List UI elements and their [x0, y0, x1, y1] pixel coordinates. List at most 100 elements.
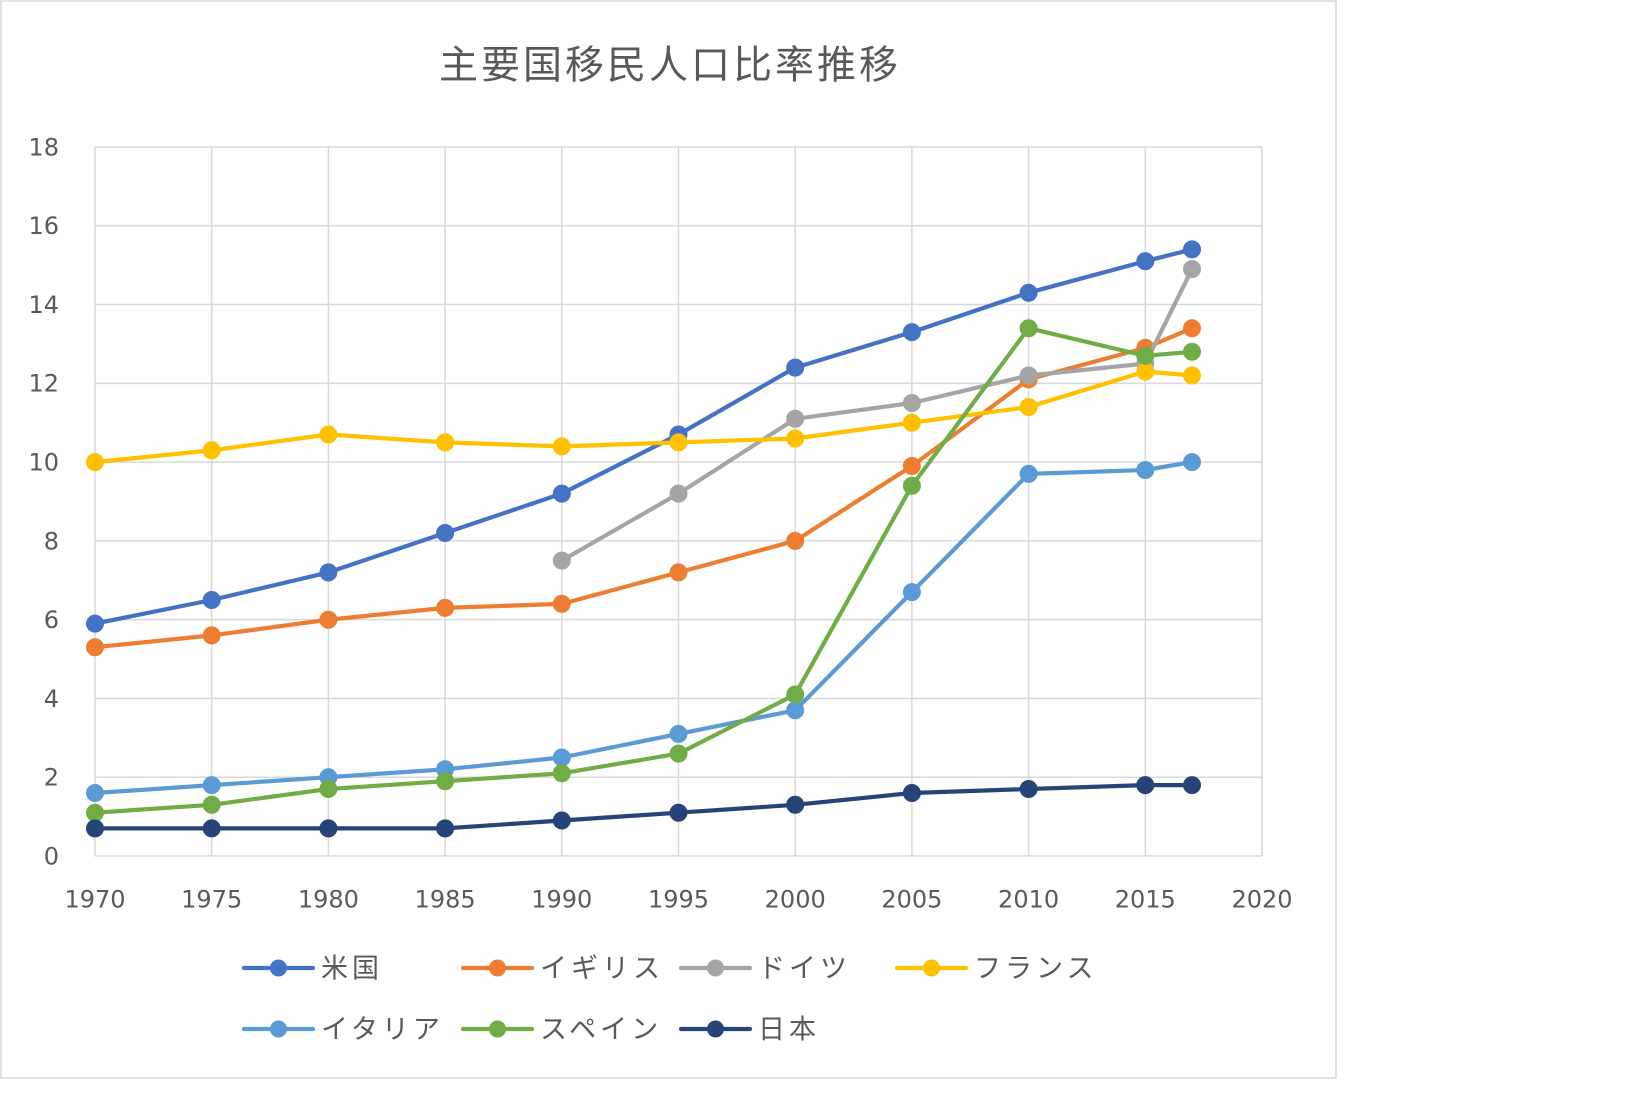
legend-item-7-marker	[707, 1020, 724, 1038]
series-1-point-1970	[86, 614, 104, 633]
legend-item-1-marker	[270, 959, 287, 977]
series-5-point-1975	[202, 776, 221, 795]
legend-item-7-label: 日本	[758, 1014, 820, 1045]
series-1-point-2000	[786, 358, 805, 377]
series-5-point-2000	[786, 701, 805, 720]
series-4-point-2010	[1019, 398, 1038, 416]
legend-item-1-label: 米国	[321, 953, 383, 984]
series-4-point-2015	[1136, 362, 1155, 381]
series-6-point-1990	[552, 764, 571, 783]
y-tick-label-18: 18	[28, 133, 59, 161]
series-2-point-1970	[86, 638, 104, 657]
series-3-point-1990	[552, 551, 571, 570]
x-axis-labels: 1970 1975 1980 1985 1990 1995 2000 2005 2010 2015…	[64, 885, 1292, 913]
series-6-point-2005	[902, 476, 921, 495]
legend-item-6: スペイン	[460, 1014, 662, 1045]
series-7-point-1985	[436, 819, 455, 838]
series-6	[86, 319, 1201, 822]
series-2-point-1990	[552, 594, 571, 613]
legend-item-3-marker	[707, 959, 724, 977]
series-5-point-1970	[86, 784, 104, 802]
x-tick-label-1970: 1970	[64, 885, 125, 913]
series-4-point-1980	[319, 425, 338, 444]
series-5-point-1995	[669, 724, 688, 743]
x-tick-label-2020: 2020	[1231, 885, 1292, 913]
x-tick-label-1975: 1975	[181, 885, 242, 913]
series-4	[86, 362, 1201, 472]
series-1-point-1985	[436, 524, 455, 542]
legend-item-6-label: スペイン	[540, 1014, 662, 1045]
series-7-point-1995	[669, 803, 688, 822]
legend-item-7: 日本	[678, 1014, 820, 1045]
series-6-point-1985	[436, 772, 455, 791]
series-4-point-1995	[669, 433, 688, 452]
series-5-point-1990	[552, 748, 571, 767]
series-2-point-2017	[1183, 319, 1201, 338]
legend-item-5-label: イタリア	[321, 1014, 444, 1045]
legend-item-2-marker	[489, 959, 506, 977]
series-2-point-1995	[669, 563, 688, 582]
series-4-point-1970	[86, 453, 104, 472]
series-1-point-2015	[1136, 252, 1155, 271]
series-7-point-2017	[1183, 776, 1201, 795]
chart-title: 主要国移民人口比率推移	[439, 44, 901, 89]
series-3-point-1995	[669, 484, 688, 503]
legend-item-5: イタリア	[241, 1014, 444, 1045]
series-5-point-2015	[1136, 461, 1155, 479]
series-4-point-2000	[786, 429, 805, 448]
series-5-point-2010	[1019, 464, 1038, 483]
legend-item-4: フランス	[894, 953, 1097, 984]
x-tick-label-1990: 1990	[531, 885, 592, 913]
series-4-point-2017	[1183, 366, 1201, 385]
series-6-point-1970	[86, 803, 104, 822]
series-7-point-2015	[1136, 776, 1155, 795]
series-2-point-2005	[902, 457, 921, 475]
x-tick-label-1980: 1980	[298, 885, 359, 913]
y-tick-label-16: 16	[28, 212, 59, 240]
series-2-point-1985	[436, 598, 455, 617]
series-5-point-2005	[902, 583, 921, 602]
legend-item-5-marker	[270, 1020, 287, 1038]
series-7-point-1990	[552, 811, 571, 830]
series-6-point-2017	[1183, 342, 1201, 361]
series-6-point-2010	[1019, 319, 1038, 338]
x-tick-label-1985: 1985	[415, 885, 476, 913]
series-1-point-2017	[1183, 240, 1201, 259]
series-6-point-1980	[319, 780, 338, 798]
series-6-point-2015	[1136, 346, 1155, 365]
x-tick-label-2005: 2005	[881, 885, 942, 913]
series-2-point-2000	[786, 531, 805, 550]
x-tick-label-2000: 2000	[765, 885, 826, 913]
series-6-point-1975	[202, 795, 221, 814]
series-4-point-1975	[202, 441, 221, 460]
series-7	[86, 776, 1201, 838]
y-tick-label-8: 8	[44, 527, 59, 555]
series-2-point-1975	[202, 626, 221, 645]
series-5-point-2017	[1183, 453, 1201, 472]
legend-item-6-marker	[489, 1020, 506, 1038]
plot-series	[86, 240, 1201, 838]
series-3-point-2010	[1019, 366, 1038, 385]
series-6-point-1995	[669, 744, 688, 763]
y-tick-label-10: 10	[28, 449, 59, 477]
x-tick-label-2010: 2010	[998, 885, 1059, 913]
y-tick-label-6: 6	[44, 606, 59, 634]
y-tick-label-14: 14	[28, 291, 59, 319]
x-tick-label-2015: 2015	[1115, 885, 1176, 913]
y-tick-label-2: 2	[44, 764, 59, 792]
y-tick-label-0: 0	[44, 842, 59, 870]
series-1-point-2010	[1019, 283, 1038, 302]
y-tick-label-12: 12	[28, 370, 59, 398]
x-tick-label-1995: 1995	[648, 885, 709, 913]
legend-item-1: 米国	[241, 953, 383, 984]
legend-item-2-label: イギリス	[540, 953, 664, 984]
series-3-point-2017	[1183, 260, 1201, 279]
legend-item-4-marker	[923, 959, 940, 977]
series-3-point-2000	[786, 409, 805, 428]
chart-area-border	[0, 0, 1337, 1079]
legend-item-4-label: フランス	[974, 953, 1097, 984]
y-tick-label-4: 4	[44, 685, 59, 713]
legend-item-2: イギリス	[460, 953, 664, 984]
series-7-point-2010	[1019, 780, 1038, 798]
